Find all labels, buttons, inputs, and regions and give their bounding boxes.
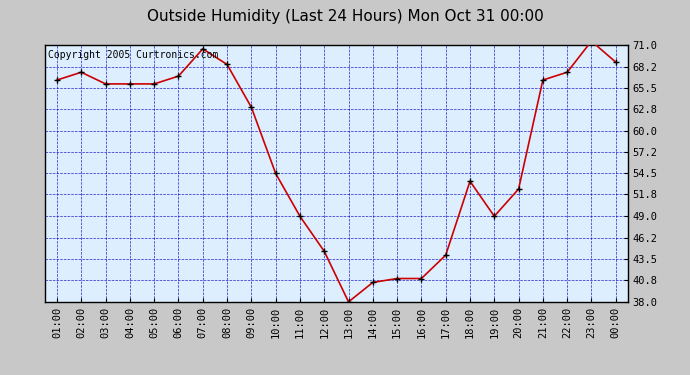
Text: Copyright 2005 Curtronics.com: Copyright 2005 Curtronics.com — [48, 50, 218, 60]
Text: Outside Humidity (Last 24 Hours) Mon Oct 31 00:00: Outside Humidity (Last 24 Hours) Mon Oct… — [146, 9, 544, 24]
